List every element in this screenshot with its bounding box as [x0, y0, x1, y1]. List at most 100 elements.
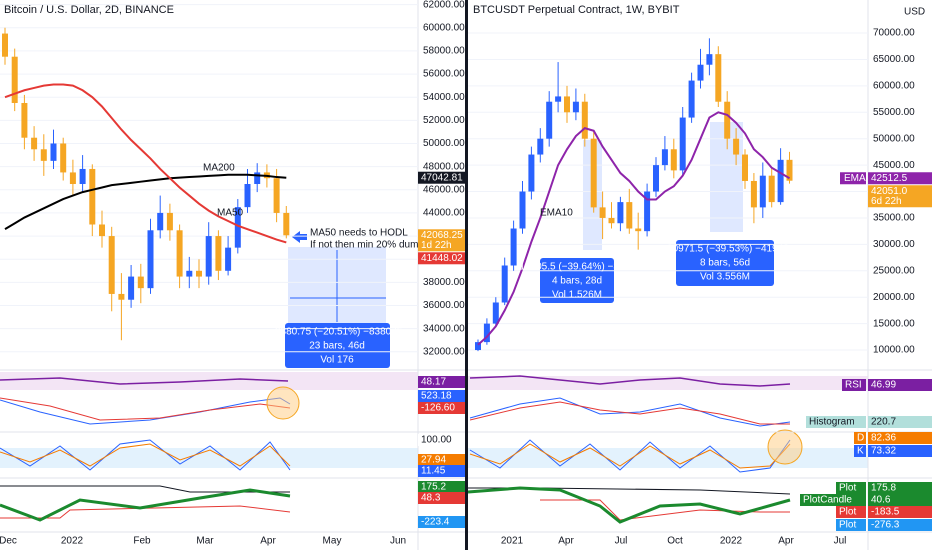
candle-body [599, 207, 606, 218]
indicator-badge [868, 416, 932, 428]
indicator-badge [418, 481, 465, 493]
candle-body [2, 33, 8, 57]
y-tick-label: 48000.00 [423, 161, 465, 172]
measure-text: Vol 176 [320, 355, 354, 366]
x-tick-label: Mar [196, 536, 214, 547]
candle-body [679, 117, 686, 171]
x-tick-label: 2021 [501, 536, 524, 547]
x-tick-label: Jul [834, 536, 847, 547]
candle-body [715, 54, 722, 102]
indicator-badge [868, 379, 932, 391]
y-tick-label: 50000.00 [873, 133, 915, 144]
candle-body [697, 64, 704, 81]
indicator-value: -223.4 [421, 517, 450, 528]
x-tick-label: Oct [667, 536, 683, 547]
candle-body [60, 143, 67, 173]
y-tick-label: 34000.00 [423, 323, 465, 334]
candle-body [176, 230, 183, 277]
chart-title: Bitcoin / U.S. Dollar, 2D, BINANCE [4, 4, 174, 16]
x-tick-label: Jul [615, 536, 628, 547]
candle-body [186, 270, 193, 277]
indicator-badge [418, 376, 465, 388]
annotation: EMA10 [540, 208, 573, 219]
x-tick-label: Jun [390, 536, 406, 547]
price-badge-sub: 1d 22h [421, 240, 452, 251]
candle-body [608, 217, 615, 224]
y-tick-label: 60000.00 [873, 80, 915, 91]
price-badge [868, 185, 932, 208]
y-tick-label: 36000.00 [423, 300, 465, 311]
y-tick-label: 25000.00 [873, 265, 915, 276]
indicator-tag [842, 379, 866, 391]
indicator-value: 11.45 [421, 466, 446, 477]
indicator-tag [854, 445, 866, 457]
indicator-badge [868, 445, 932, 457]
candle-body [555, 96, 562, 102]
candle-body [581, 101, 588, 139]
price-badge-label: 41448.02 [421, 253, 463, 264]
price-badge [868, 172, 932, 185]
x-tick-label: May [323, 536, 342, 547]
candle-body [205, 236, 212, 277]
price-badge [418, 252, 465, 265]
indicator-value: 220.7 [871, 417, 896, 428]
indicator-tag [854, 432, 866, 444]
indicator-badge [868, 494, 932, 506]
indicator-tag [806, 416, 866, 428]
candle-body [724, 101, 731, 139]
indicator-value: 48.3 [421, 493, 441, 504]
y-tick-label: 30000.00 [873, 239, 915, 250]
candle-body [768, 175, 775, 203]
tag-badge [840, 172, 866, 185]
candle-body [215, 236, 222, 271]
candle-body [572, 101, 579, 113]
indicator-value: 523.18 [421, 391, 452, 402]
indicator-badge [868, 506, 932, 518]
indicator-value: -276.3 [871, 520, 900, 531]
moving-average [4, 173, 287, 230]
y-tick-label: 46000.00 [423, 184, 465, 195]
y-tick-label: 65000.00 [873, 54, 915, 65]
candle-body [89, 168, 96, 225]
indicator-value: 82.36 [871, 433, 896, 444]
indicator-badge [418, 465, 465, 477]
x-tick-label: Feb [133, 536, 151, 547]
x-tick-label: Apr [778, 536, 794, 547]
price-badge-label: 42512.5 [871, 173, 908, 184]
candle-body [128, 276, 135, 300]
measure-text: Vol 1.526M [552, 290, 602, 301]
y-tick-label: 45000.00 [873, 160, 915, 171]
measure-text: 8 bars, 56d [700, 258, 750, 269]
candle-body [225, 247, 232, 271]
measure-text: 4 bars, 28d [552, 276, 602, 287]
price-badge [418, 229, 465, 252]
indicator-value: -183.5 [871, 507, 900, 518]
candle-body [283, 212, 290, 236]
candle-body [742, 154, 748, 181]
y-tick-label: 38000.00 [423, 277, 465, 288]
x-tick-label: 2022 [61, 536, 84, 547]
candle-body [475, 342, 481, 351]
measure-text: -8380.75 (−20.51%) −838075 [272, 327, 403, 338]
candle-body [50, 143, 57, 161]
x-tick-label: 2022 [720, 536, 743, 547]
y-tick-label: 70000.00 [873, 28, 915, 39]
candle-body [108, 236, 115, 294]
measure-box [285, 323, 390, 368]
candle-body [69, 172, 76, 184]
candle-body [653, 165, 659, 192]
candle-body [706, 54, 713, 65]
arrow-icon [292, 231, 307, 243]
indicator-tag [800, 494, 866, 506]
indicator-tag-label: PlotCandle [803, 495, 852, 506]
candle-body [118, 293, 125, 300]
annotation: If not then min 20% dump [310, 240, 424, 251]
candle-body [670, 149, 677, 171]
indicator-tag [836, 519, 866, 531]
y-tick-label: 44000.00 [423, 208, 465, 219]
indicator-value: 175.2 [421, 482, 446, 493]
y-tick-label: 60000.00 [423, 22, 465, 33]
y-tick-label: 52000.00 [423, 115, 465, 126]
candle-body [157, 212, 164, 231]
